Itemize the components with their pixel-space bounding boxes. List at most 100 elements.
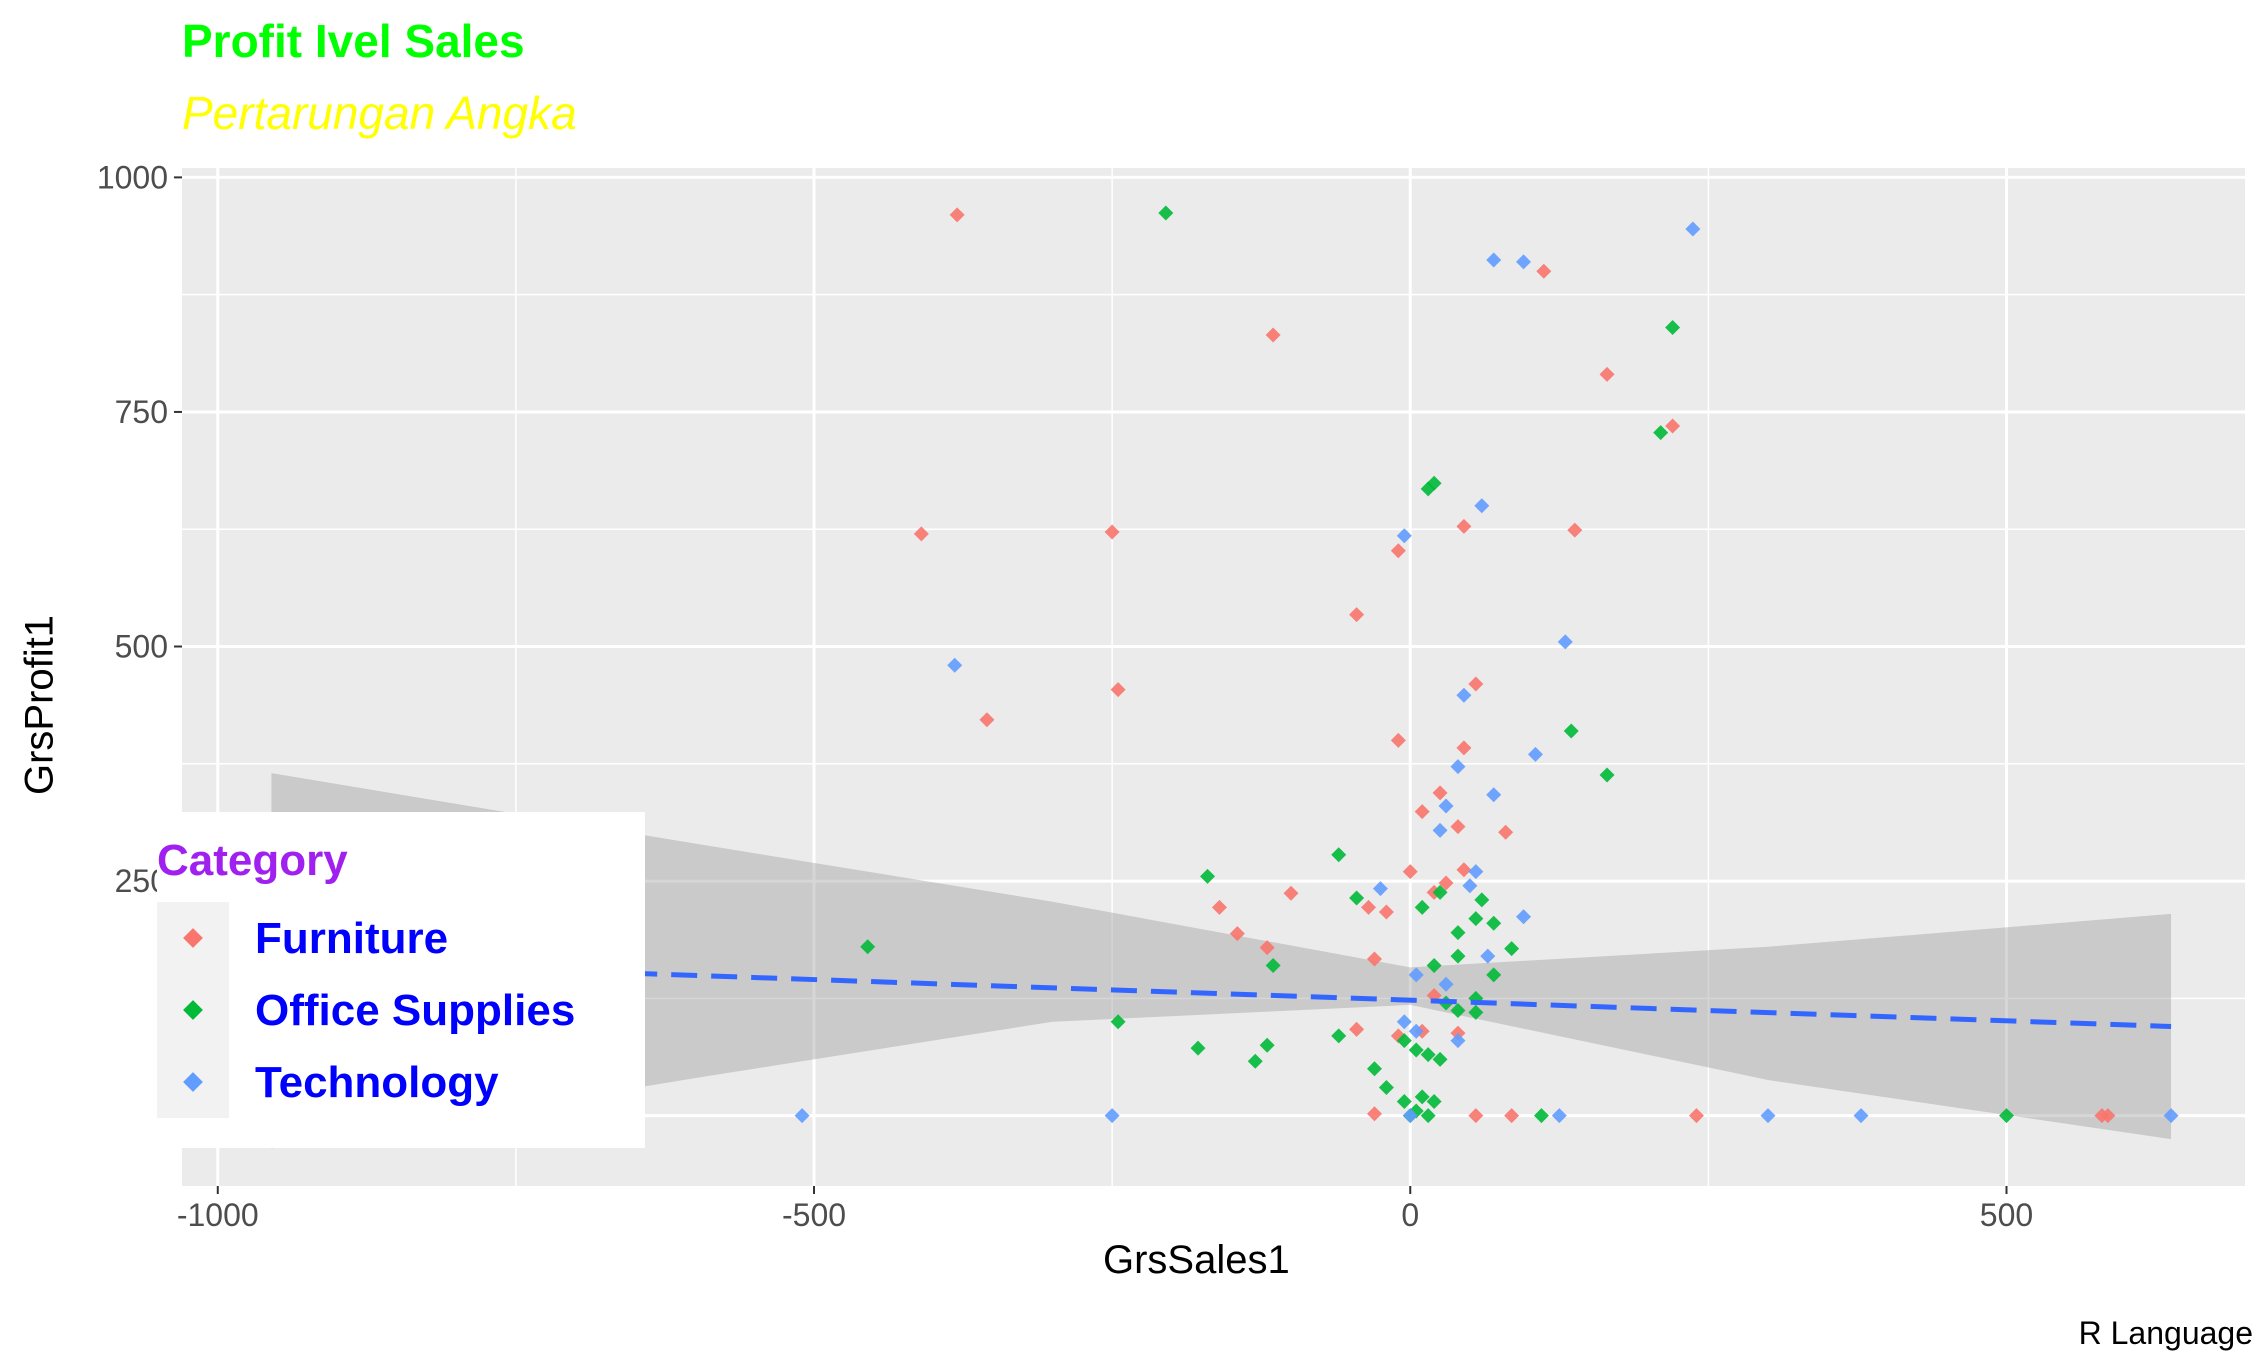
point-furniture [1599, 366, 1615, 382]
point-technology [1438, 798, 1454, 814]
point-office-supplies [1653, 425, 1669, 441]
point-office-supplies [1450, 925, 1466, 941]
point-technology [1402, 1108, 1418, 1124]
point-office-supplies [1563, 723, 1579, 739]
point-technology [1551, 1108, 1567, 1124]
legend-title: Category [157, 836, 348, 885]
point-furniture [1390, 543, 1406, 559]
point-office-supplies [1331, 847, 1347, 863]
point-furniture [1390, 732, 1406, 748]
point-furniture [1366, 951, 1382, 967]
point-technology [1396, 528, 1412, 544]
point-furniture [1349, 1021, 1365, 1037]
point-office-supplies [1349, 890, 1365, 906]
y-tick-label: 1000 [97, 159, 168, 195]
point-furniture [2100, 1108, 2116, 1124]
trend-line [271, 958, 2172, 1029]
legend-item-office-supplies: Office Supplies [157, 974, 637, 1046]
point-office-supplies [1366, 1061, 1382, 1077]
point-technology [1516, 909, 1532, 925]
diamond-icon [183, 1072, 203, 1092]
point-office-supplies [1408, 1042, 1424, 1058]
point-office-supplies [1665, 320, 1681, 336]
point-office-supplies [1468, 911, 1484, 927]
point-furniture [1567, 522, 1583, 538]
x-tick-label: -1000 [177, 1197, 259, 1233]
point-furniture [949, 207, 965, 223]
point-furniture [1450, 1025, 1466, 1041]
legend-key-furniture [157, 902, 229, 974]
diamond-icon [183, 928, 203, 948]
points-layer [794, 205, 2179, 1124]
y-tick-label: 750 [115, 394, 168, 430]
chart-title: Profit Ivel Sales [182, 15, 525, 67]
x-tick-label: -500 [782, 1197, 846, 1233]
point-technology [1438, 976, 1454, 992]
point-office-supplies [1158, 205, 1174, 221]
trend-line-path [271, 958, 2172, 1029]
point-office-supplies [1420, 481, 1436, 497]
point-furniture [1456, 862, 1472, 878]
point-office-supplies [1396, 1094, 1412, 1110]
point-furniture [1349, 607, 1365, 623]
point-technology [1760, 1108, 1776, 1124]
point-technology [1486, 252, 1502, 268]
diamond-icon [183, 1000, 203, 1020]
point-furniture [1283, 885, 1299, 901]
point-technology [1456, 687, 1472, 703]
y-axis-label: GrsProfit1 [17, 614, 62, 796]
point-office-supplies [1396, 1033, 1412, 1049]
point-office-supplies [1420, 1108, 1436, 1124]
point-furniture [1456, 740, 1472, 756]
point-technology [1516, 254, 1532, 270]
point-technology [1462, 878, 1478, 894]
legend-label-technology: Technology [255, 1058, 499, 1107]
point-office-supplies [1414, 899, 1430, 915]
point-technology [1474, 498, 1490, 514]
point-technology [1396, 1014, 1412, 1030]
point-technology [794, 1108, 810, 1124]
point-furniture [1665, 418, 1681, 434]
point-office-supplies [1450, 1003, 1466, 1019]
point-furniture [1414, 804, 1430, 820]
point-office-supplies [1110, 1014, 1126, 1030]
point-office-supplies [1432, 1051, 1448, 1067]
point-furniture [1498, 824, 1514, 840]
point-furniture [1468, 676, 1484, 692]
legend: Category Furniture Office Supplies Techn… [157, 812, 645, 1148]
confidence-band-area [271, 773, 2172, 1149]
x-tick-label: 500 [1980, 1197, 2033, 1233]
y-tick-label: 500 [115, 629, 168, 665]
point-technology [1408, 1023, 1424, 1039]
point-furniture [1265, 327, 1281, 343]
point-office-supplies [1259, 1037, 1275, 1053]
point-furniture [1361, 899, 1377, 915]
legend-item-technology: Technology [157, 1046, 637, 1118]
legend-label-office-supplies: Office Supplies [255, 986, 576, 1035]
point-furniture [913, 526, 929, 542]
point-technology [1372, 881, 1388, 897]
point-office-supplies [1486, 967, 1502, 983]
point-office-supplies [1426, 1094, 1442, 1110]
point-technology [1408, 967, 1424, 983]
point-technology [1486, 787, 1502, 803]
point-furniture [1536, 263, 1552, 279]
point-furniture [1504, 1108, 1520, 1124]
point-technology [1104, 1108, 1120, 1124]
legend-item-furniture: Furniture [157, 902, 637, 974]
point-office-supplies [1474, 892, 1490, 908]
point-furniture [1104, 524, 1120, 540]
point-furniture [1402, 864, 1418, 880]
point-office-supplies [1420, 1047, 1436, 1063]
point-technology [1480, 948, 1496, 964]
point-furniture [1229, 926, 1245, 942]
x-axis-label: GrsSales1 [1103, 1238, 1290, 1282]
point-technology [1450, 1033, 1466, 1049]
point-technology [1527, 746, 1543, 762]
point-furniture [1456, 518, 1472, 534]
legend-key-office-supplies [157, 974, 229, 1046]
point-furniture [1211, 899, 1227, 915]
